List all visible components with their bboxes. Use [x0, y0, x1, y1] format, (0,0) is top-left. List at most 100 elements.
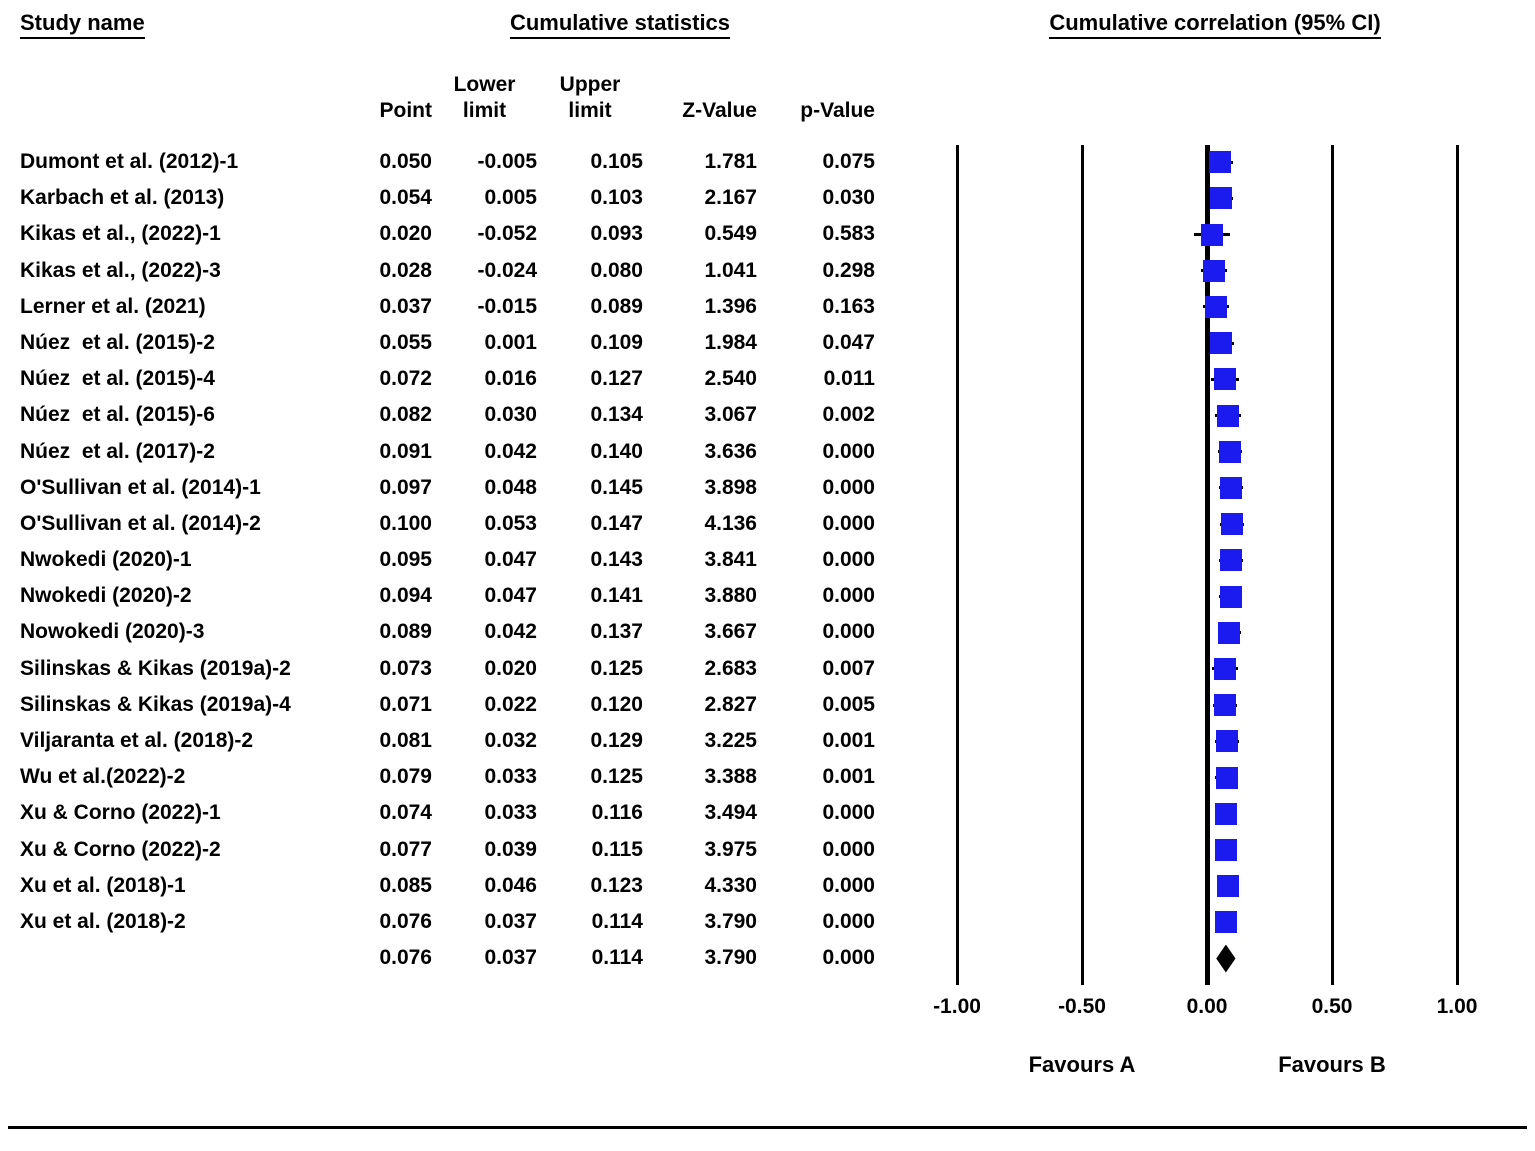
p-value: 0.007: [822, 656, 875, 680]
upper-limit-value: 0.116: [591, 801, 643, 825]
point-value: 0.073: [379, 656, 432, 680]
upper-limit-value: 0.105: [590, 150, 643, 173]
study-name: O'Sullivan et al. (2014)-2: [20, 511, 261, 535]
study-name: Núez et al. (2015)-6: [20, 403, 215, 427]
table-row: Núez et al. (2015)-2 0.055 0.001 0.109 1.984…: [20, 325, 875, 361]
lower-limit-value: 0.016: [484, 367, 537, 391]
upper-limit-value: 0.143: [590, 548, 643, 572]
z-value: 1.781: [704, 150, 757, 173]
study-name: Nwokedi (2020)-2: [20, 584, 192, 608]
p-value: 0.583: [822, 222, 875, 246]
z-value: 3.841: [704, 548, 757, 572]
table-row: Xu et al. (2018)-2 0.076 0.037 0.114 3.790 0.…: [20, 904, 875, 940]
point-value: 0.074: [379, 801, 432, 825]
p-value: 0.000: [822, 801, 875, 825]
table-row: Lerner et al. (2021) 0.037 -0.015 0.089 1.39…: [20, 289, 875, 325]
axis-gridline: [1455, 145, 1459, 985]
point-value: 0.097: [379, 475, 432, 499]
lower-limit-value: 0.042: [484, 439, 537, 463]
z-value: 3.494: [704, 801, 757, 825]
z-value: 1.041: [704, 258, 757, 282]
z-value: 1.984: [704, 330, 757, 354]
study-name: Núez et al. (2015)-4: [20, 367, 215, 391]
study-name: Xu et al. (2018)-2: [20, 909, 186, 933]
upper-limit-value: 0.123: [590, 873, 643, 897]
table-row: Dumont et al. (2012)-1 0.050 -0.005 0.105 1.…: [20, 144, 875, 180]
study-name-header-label: Study name: [20, 10, 145, 39]
table-row: Silinskas & Kikas (2019a)-4 0.071 0.022 0.1…: [20, 687, 875, 723]
favours-a-label: Favours A: [1028, 1052, 1136, 1077]
axis-gridline: [1080, 145, 1084, 985]
p-value-column-header: p-Value: [800, 99, 875, 122]
lower-limit-value: -0.015: [477, 294, 537, 318]
study-name: Silinskas & Kikas (2019a)-2: [20, 656, 291, 680]
p-value: 0.047: [822, 330, 875, 354]
table-row: Nwokedi (2020)-1 0.095 0.047 0.143 3.841 0.00…: [20, 542, 875, 578]
table-row: Xu et al. (2018)-1 0.085 0.046 0.123 4.330 0.…: [20, 868, 875, 904]
bottom-rule: [8, 1126, 1527, 1129]
upper-limit-value: 0.127: [590, 367, 643, 391]
upper-limit-value: 0.134: [590, 403, 643, 427]
z-value: 1.396: [704, 294, 757, 318]
z-value-column-header: Z-Value: [682, 99, 757, 122]
z-value: 3.790: [704, 909, 757, 933]
lower-limit-value: 0.001: [484, 330, 537, 354]
upper-limit-value: 0.147: [590, 511, 643, 535]
lower-limit-value: 0.022: [484, 692, 537, 716]
upper-limit-column-header: Upper limit: [537, 72, 643, 124]
p-value: 0.298: [822, 258, 875, 282]
cumulative-correlation-header-label: Cumulative correlation (95% CI): [1049, 10, 1381, 39]
study-name: Wu et al.(2022)-2: [20, 765, 186, 789]
point-column-header: Point: [379, 99, 433, 122]
cumulative-correlation-group-header: Cumulative correlation (95% CI): [985, 10, 1445, 39]
point-estimate-marker: [1208, 151, 1231, 174]
z-value: 3.790: [704, 946, 757, 970]
lower-limit-value: 0.047: [484, 584, 537, 608]
point-value: 0.076: [379, 909, 432, 933]
z-value: 3.636: [704, 439, 757, 463]
point-value: 0.071: [379, 692, 432, 716]
z-value: 2.827: [704, 692, 757, 716]
upper-limit-header-line1: Upper: [559, 73, 621, 96]
point-estimate-marker: [1213, 694, 1236, 717]
point-value: 0.077: [379, 837, 432, 861]
lower-limit-value: 0.032: [484, 729, 537, 752]
upper-limit-value: 0.114: [591, 946, 643, 970]
point-value: 0.100: [379, 511, 432, 535]
axis-gridline: [1330, 145, 1334, 985]
z-value: 3.880: [704, 584, 757, 608]
point-estimate-marker: [1215, 838, 1238, 861]
p-value: 0.000: [822, 873, 875, 897]
study-name: Silinskas & Kikas (2019a)-4: [20, 692, 291, 716]
z-value: 3.067: [704, 403, 757, 427]
p-value: 0.163: [822, 294, 875, 318]
stat-column-headers: Point Lower limit Upper limit Z-Value p-…: [20, 62, 876, 124]
point-estimate-marker: [1219, 585, 1242, 608]
table-row: Núez et al. (2015)-6 0.082 0.030 0.134 3.067…: [20, 397, 875, 433]
axis-tick-label: 1.00: [1436, 995, 1478, 1018]
point-estimate-marker: [1209, 187, 1232, 210]
table-row: Kikas et al., (2022)-1 0.020 -0.052 0.093 0.…: [20, 216, 875, 252]
lower-limit-value: 0.037: [484, 909, 537, 933]
upper-limit-value: 0.080: [590, 258, 643, 282]
table-row: Nwokedi (2020)-2 0.094 0.047 0.141 3.880 0.00…: [20, 578, 875, 614]
point-value: 0.076: [379, 946, 432, 970]
z-value: 3.975: [704, 837, 757, 861]
point-value: 0.020: [379, 222, 432, 246]
p-value: 0.001: [822, 729, 875, 752]
point-estimate-marker: [1215, 911, 1237, 934]
upper-limit-header-line2: limit: [568, 99, 612, 122]
point-estimate-marker: [1209, 332, 1232, 355]
upper-limit-value: 0.145: [590, 475, 643, 499]
z-value: 0.549: [704, 222, 757, 246]
cumulative-statistics-group-header: Cumulative statistics: [478, 10, 762, 39]
upper-limit-value: 0.125: [590, 656, 643, 680]
lower-limit-value: 0.046: [484, 873, 537, 897]
point-estimate-marker: [1219, 549, 1242, 572]
z-value: 3.388: [704, 765, 757, 789]
point-value: 0.055: [379, 330, 432, 354]
point-estimate-marker: [1220, 476, 1243, 499]
point-value: 0.072: [379, 367, 432, 391]
upper-limit-value: 0.109: [590, 330, 643, 354]
